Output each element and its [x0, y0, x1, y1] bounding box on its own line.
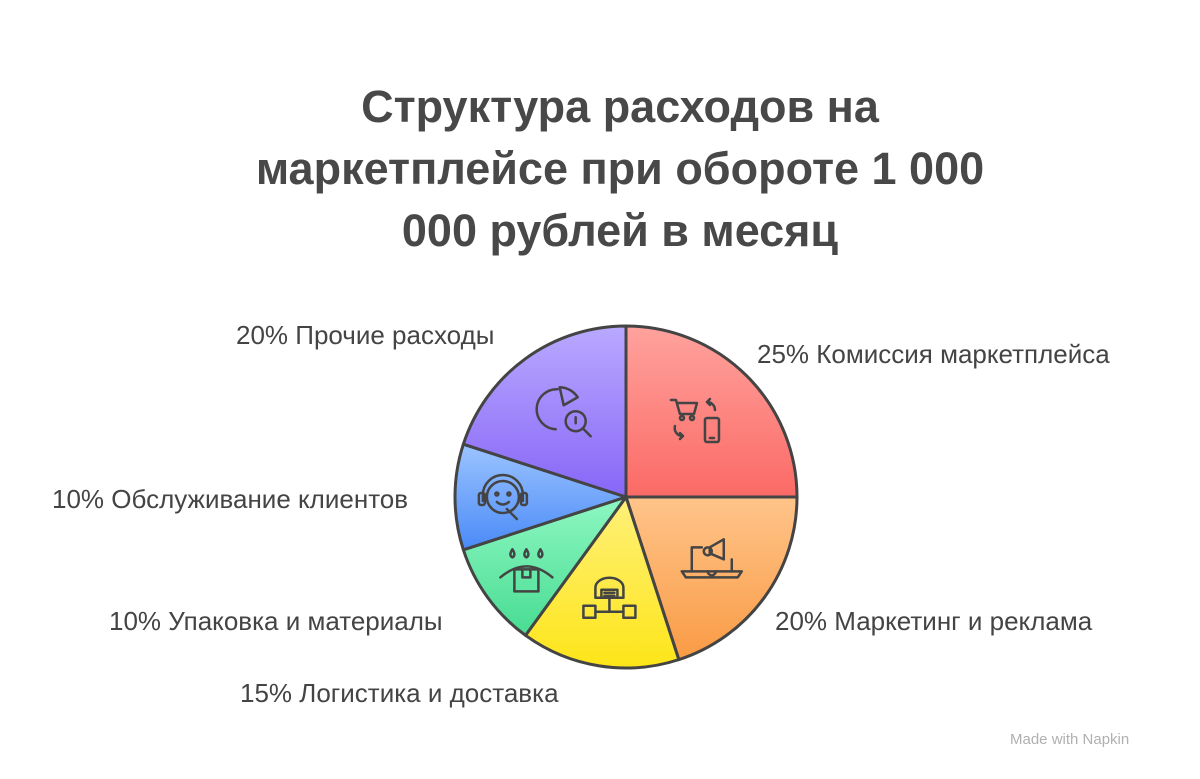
- pie-slice: [461, 324, 628, 499]
- warehouse-network-icon: [582, 576, 637, 619]
- title-line: 000 рублей в месяц: [401, 205, 839, 256]
- slice-label-marketing: 20% Маркетинг и реклама: [775, 606, 1093, 636]
- pie-slice: [461, 495, 628, 637]
- title-line: маркетплейсе при обороте 1 000: [255, 143, 985, 194]
- support-headset-icon: [477, 473, 529, 521]
- slice-label-commission: 25% Комиссия маркетплейса: [757, 339, 1110, 369]
- chart-title: Структура расходов на маркетплейсе при о…: [0, 76, 1200, 262]
- napkin-credit: Made with Napkin: [1010, 731, 1130, 748]
- pie-slice: [523, 495, 681, 670]
- slice-label-packaging: 10% Упаковка и материалы: [109, 606, 443, 636]
- laptop-megaphone-icon: [680, 538, 744, 579]
- slice-label-customer-service: 10% Обслуживание клиентов: [52, 484, 409, 514]
- pie-chart-search-icon: [535, 385, 592, 438]
- package-rain-icon: [499, 548, 554, 593]
- slice-label-logistics: 15% Логистика и доставка: [240, 678, 559, 708]
- pie-slice: [624, 324, 799, 499]
- slice-label-other: 20% Прочие расходы: [236, 320, 495, 350]
- cart-phone-exchange-icon: [669, 397, 721, 444]
- title-line: Структура расходов на: [361, 81, 879, 132]
- pie-slice: [453, 442, 628, 552]
